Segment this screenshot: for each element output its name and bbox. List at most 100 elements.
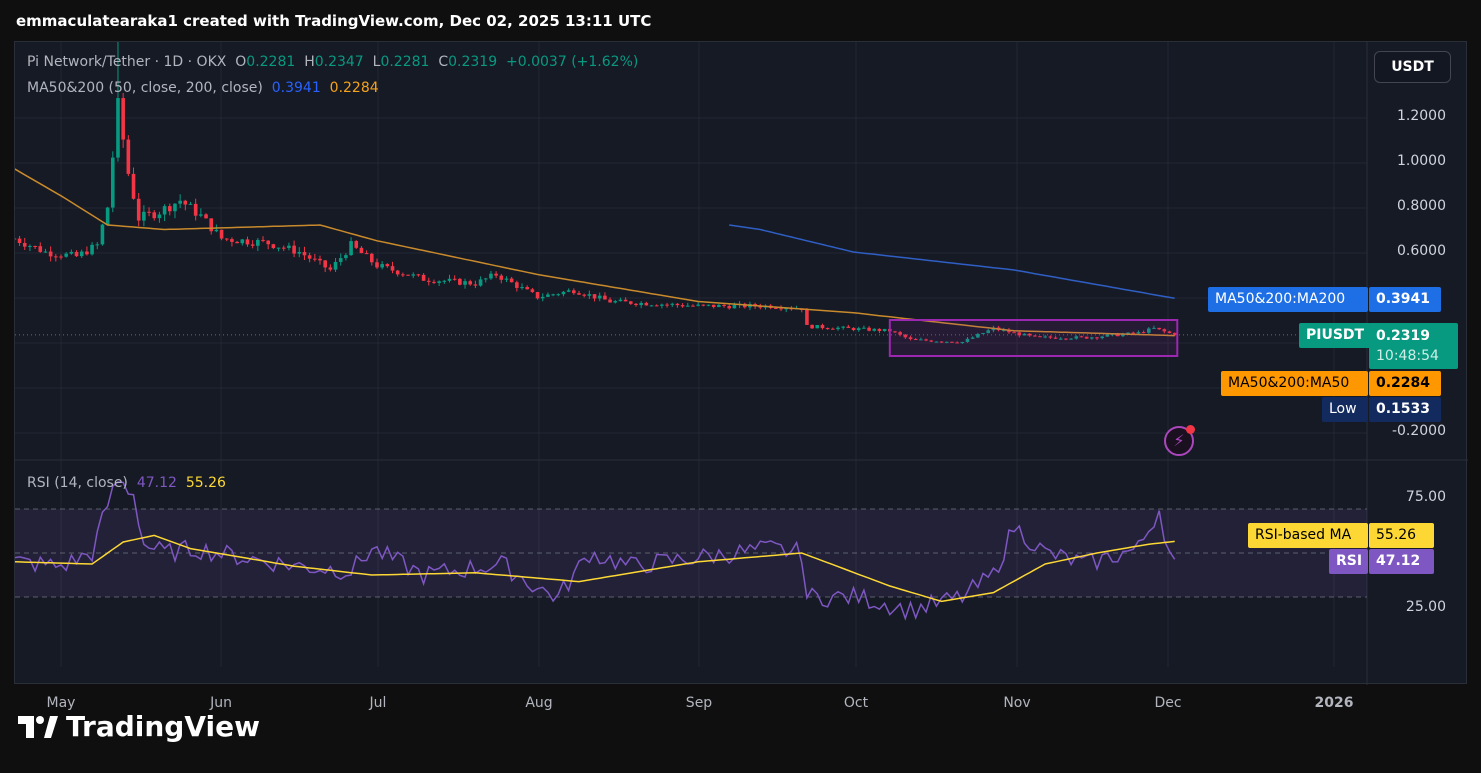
candle-body [116,98,120,158]
time-tick: Dec [1154,695,1182,711]
high-label: H [304,54,315,70]
candle-body [986,330,991,334]
ma50-value: 0.2284 [329,80,379,96]
candle-body [504,278,509,280]
price-tick: 1.0000 [1397,153,1446,169]
candle-body [313,258,317,260]
candle-body [644,302,649,306]
candle-body [95,244,100,246]
price-tick: 1.2000 [1397,108,1446,124]
candle-body [1012,332,1016,334]
candle-body [142,211,146,221]
candle-body [1053,337,1058,339]
rsi-ma-line [15,534,1175,603]
candle-body [970,337,975,339]
ma200-value: 0.3941 [271,80,321,96]
candle-body [338,258,343,262]
candle-body [784,308,788,310]
high-value: 0.2347 [314,54,364,70]
ma-legend[interactable]: MA50&200 (50, close, 200, close) 0.3941 … [27,80,379,96]
candle-body [810,324,814,329]
candle-body [546,294,550,297]
time-tick: Oct [843,695,869,711]
candle-body [774,307,778,309]
candle-body [79,251,84,257]
candle-body [841,326,845,328]
low-label: L [372,54,381,70]
rsi-tick: 25.00 [1405,599,1446,615]
candle-body [924,339,928,341]
candle-body [370,253,374,263]
candle-body [230,239,234,242]
candle-body [851,327,856,331]
rsi-tag-label: RSI [1329,549,1368,574]
currency-button[interactable]: USDT [1374,51,1451,83]
candle-body [74,251,79,257]
candle-body [121,98,125,140]
candle-body [162,206,167,215]
rsi-ma-tag-label: RSI-based MA [1248,523,1368,548]
candle-body [660,304,664,306]
candle-body [1027,333,1032,336]
candle-body [540,296,545,299]
candle-body [15,238,17,240]
candle-body [390,266,395,271]
lightning-alert-icon[interactable]: ⚡ [1164,425,1195,456]
candle-body [515,282,519,288]
candle-body [1167,331,1172,334]
candle-body [1136,332,1141,334]
candle-body [473,284,478,286]
rsi-line [15,481,1176,621]
candle-body [193,203,198,216]
candle-body [43,251,48,253]
time-tick: 2026 [1314,695,1354,711]
ma50-tag-label: MA50&200:MA50 [1221,371,1368,396]
candle-body [1069,338,1073,340]
candle-body [680,305,685,307]
candle-body [276,247,281,249]
notification-dot [1186,425,1195,434]
candle-body [950,341,954,343]
candle-body [209,218,214,232]
candle-body [188,203,193,205]
candle-body [556,294,561,296]
candle-body [1022,333,1027,336]
tradingview-logo: TradingView [18,710,260,743]
candle-body [649,305,654,307]
candle-body [779,308,783,310]
candle-body [893,331,897,333]
time-tick: Jul [369,695,387,711]
candle-body [131,173,136,199]
candle-body [1115,333,1120,337]
candle-body [416,274,421,276]
rsi-legend[interactable]: RSI (14, close) 47.12 55.26 [27,475,226,491]
candle-body [634,303,638,306]
candle-body [831,328,835,330]
ma50-tag-value: 0.2284 [1369,371,1441,396]
price-tick: 0.8000 [1397,198,1446,214]
chart-frame[interactable]: Pi Network/Tether · 1D · OKX O0.2281 H0.… [14,41,1468,711]
candle-body [717,304,721,308]
time-tick: May [46,695,76,711]
time-tick: Sep [685,695,713,711]
candle-body [913,339,918,341]
candle-body [939,341,944,343]
ma200-tag-label: MA50&200:MA200 [1208,287,1368,312]
candle-body [685,305,690,307]
candle-body [1007,329,1011,333]
candle-body [1084,336,1089,339]
price-tick: -0.2000 [1391,423,1446,439]
candle-body [297,252,302,254]
candle-body [654,305,659,307]
candle-body [183,200,188,205]
last-price: 0.2319 [1376,328,1431,344]
time-tick: Jun [210,695,232,711]
candle-body [250,244,255,246]
close-value: 0.2319 [448,54,498,70]
candle-body [898,332,902,335]
candle-body [1074,336,1079,339]
chart-canvas[interactable] [15,42,1468,685]
candle-body [499,275,504,280]
candle-body [1033,335,1037,337]
candle-body [1064,338,1068,340]
